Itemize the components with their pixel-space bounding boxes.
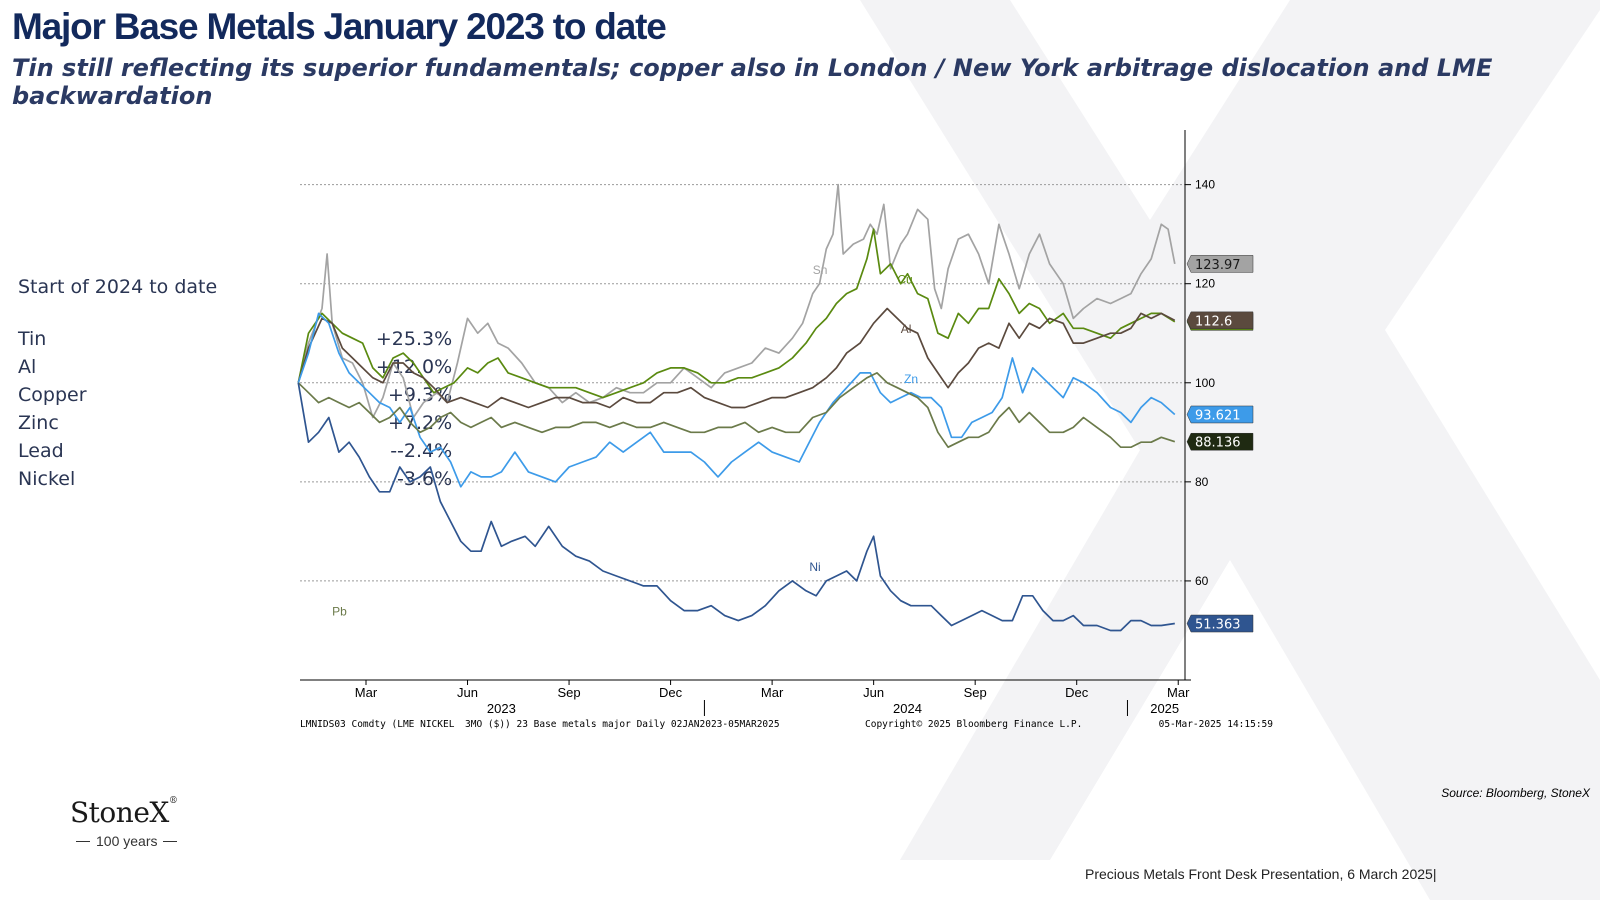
summary-row-al: Al +12.0%	[18, 356, 452, 384]
summary-row-zinc: Zinc +7.2%	[18, 412, 452, 440]
summary-metal: Nickel	[18, 468, 76, 490]
last-value-tag-sn	[1186, 255, 1254, 273]
y-tick-label: 100	[1195, 376, 1215, 390]
summary-metal: Zinc	[18, 412, 59, 434]
x-tick-label: Sep	[557, 685, 580, 700]
x-tick-label: Jun	[457, 685, 478, 700]
summary-metal: Lead	[18, 440, 64, 462]
year-label: 2024	[893, 701, 922, 716]
series-label-sn: Sn	[813, 263, 828, 277]
summary-metal: Copper	[18, 384, 87, 406]
summary-row-lead: Lead --2.4%	[18, 440, 452, 468]
footnote-ticker: LMNIDS03 Comdty (LME NICKEL	[300, 719, 455, 730]
x-tick-label: Dec	[1065, 685, 1089, 700]
summary-row-nickel: Nickel -3.6%	[18, 468, 452, 496]
base-metals-line-chart: 60 80 100 120 140 Mar Jun Sep Dec Mar Jun Sep Dec Mar…	[297, 130, 1274, 730]
last-value-label-ni: 51.363	[1195, 618, 1241, 633]
footnote-description: 3MO ($)) 23 Base metals major Daily 02JA…	[465, 719, 780, 730]
summary-heading: Start of 2024 to date	[18, 276, 218, 298]
summary-metal: Al	[18, 356, 37, 378]
last-value-tag-zn	[1186, 405, 1254, 424]
y-tick-label: 120	[1195, 277, 1215, 291]
last-value-tag-ni	[1186, 614, 1254, 633]
series-line-zn	[297, 312, 1176, 488]
x-tick-label: Sep	[964, 685, 987, 700]
last-value-tag-pb	[1186, 432, 1254, 451]
series-line-pb	[297, 372, 1176, 449]
summary-change: +12.0%	[375, 356, 453, 378]
source-note: Source: Bloomberg, StoneX	[1441, 786, 1590, 800]
footnote-timestamp: 05-Mar-2025 14:15:59	[1159, 719, 1274, 730]
series-label-ni: Ni	[809, 560, 820, 574]
series-line-cu	[297, 228, 1176, 399]
footer-text: Precious Metals Front Desk Presentation,…	[1085, 866, 1437, 882]
summary-change: --2.4%	[390, 440, 453, 462]
summary-metal: Tin	[18, 328, 47, 350]
logo-wordmark: StoneX	[70, 796, 169, 829]
series-label-al: Al	[901, 322, 912, 336]
page-title: Major Base Metals January 2023 to date	[12, 6, 667, 47]
series-label-pb: Pb	[332, 605, 347, 619]
last-value-tag-al	[1186, 311, 1254, 330]
x-tick-label: Dec	[659, 685, 683, 700]
summary-change: +25.3%	[375, 328, 453, 350]
footnote-copyright: Copyright© 2025 Bloomberg Finance L.P.	[865, 719, 1082, 730]
summary-row-copper: Copper +9.3%	[18, 384, 452, 412]
x-tick-label: Mar	[355, 685, 378, 700]
last-value-label-zn: 93.621	[1195, 408, 1241, 423]
last-value-label-sn: 123.97	[1195, 258, 1241, 273]
y-tick-label: 60	[1195, 574, 1209, 588]
x-tick-label: Mar	[761, 685, 784, 700]
year-label: 2023	[487, 701, 516, 716]
logo-trademark: ®	[168, 796, 178, 806]
series-label-cu: Cu	[897, 273, 912, 287]
series-label-zn: Zn	[904, 372, 918, 386]
stonex-logo: StoneX® 100 years	[70, 796, 200, 849]
y-tick-label: 140	[1195, 178, 1215, 192]
summary-row-tin: Tin +25.3%	[18, 328, 452, 356]
y-tick-label: 80	[1195, 475, 1209, 489]
performance-summary: Start of 2024 to date Tin +25.3% Al +12.0%…	[18, 276, 452, 496]
x-tick-label: Jun	[863, 685, 884, 700]
series-line-ni	[297, 382, 1175, 632]
last-value-label-al: 112.6	[1195, 314, 1232, 329]
x-tick-label: Mar	[1167, 685, 1190, 700]
last-value-label-pb: 88.136	[1195, 436, 1241, 451]
series-line-al	[297, 307, 1176, 409]
page-subtitle: Tin still reflecting its superior fundam…	[12, 54, 1493, 110]
summary-change: -3.6%	[397, 468, 453, 490]
logo-tagline: 100 years	[96, 833, 158, 849]
year-label: 2025	[1150, 701, 1179, 716]
